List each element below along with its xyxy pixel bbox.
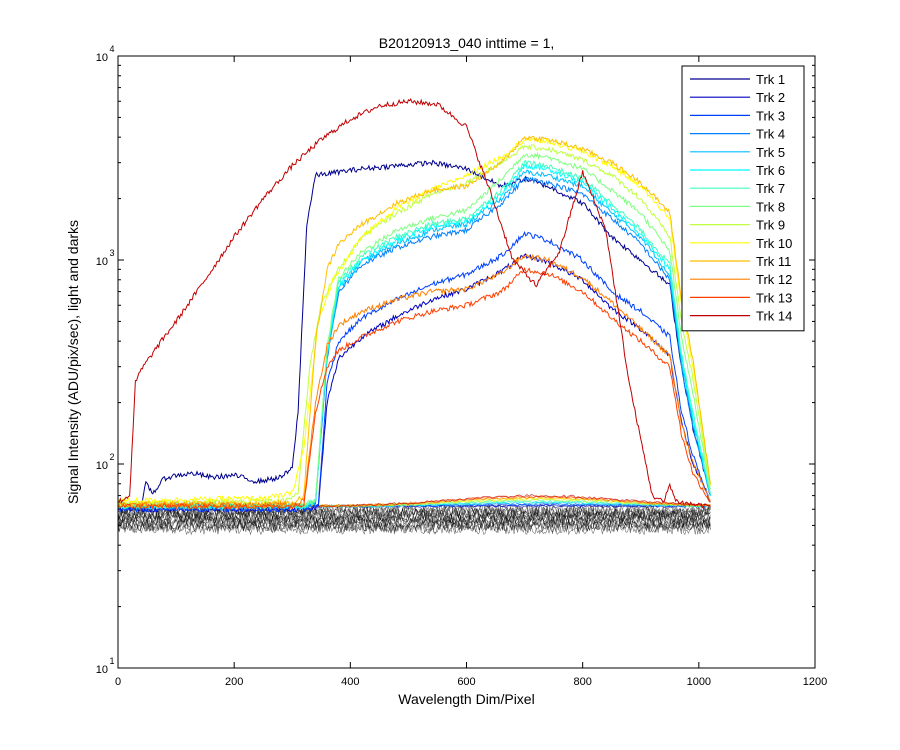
x-tick-label: 0 [115, 676, 121, 688]
legend-label: Trk 10 [756, 236, 792, 251]
chart-title: B20120913_040 inttime = 1, [379, 35, 555, 51]
dark-trace [117, 510, 711, 523]
series-line-trk-3 [117, 230, 711, 514]
y-tick-label: 10 [96, 256, 108, 268]
legend-label: Trk 3 [756, 108, 785, 123]
legend-label: Trk 4 [756, 127, 785, 142]
x-tick-labels: 0 200 400 600 800 1000 1200 [115, 676, 827, 688]
dark-trace [117, 522, 711, 536]
x-tick-label: 1000 [687, 676, 711, 688]
x-tick-label: 200 [225, 676, 243, 688]
series-line-trk-13 [117, 266, 711, 511]
y-tick-exponent: 2 [109, 452, 114, 462]
y-axis-label: Signal Intensity (ADU/pix/sec), light an… [65, 220, 81, 504]
legend: Trk 1 Trk 2 Trk 3 Trk 4 Trk 5 Trk 6 Trk 7 Trk 8… [681, 65, 805, 332]
legend-label: Trk 2 [756, 90, 785, 105]
legend-label: Trk 1 [756, 72, 785, 87]
x-tick-label: 1200 [803, 676, 827, 688]
x-axis-label: Wavelength Dim/Pixel [398, 691, 534, 707]
y-tick-label: 10 [96, 460, 108, 472]
x-tick-label: 800 [573, 676, 591, 688]
dark-trace [117, 513, 711, 526]
legend-label: Trk 9 [756, 218, 785, 233]
plot-frame [117, 55, 816, 669]
legend-label: Trk 12 [756, 272, 792, 287]
series-line-trk-1 [117, 159, 711, 512]
legend-label: Trk 13 [756, 290, 792, 305]
legend-label: Trk 8 [756, 199, 785, 214]
dark-trace [117, 504, 711, 517]
x-tick-label: 600 [457, 676, 475, 688]
y-tick-label: 10 [96, 52, 108, 64]
y-tick-exponent: 4 [109, 44, 114, 54]
legend-label: Trk 11 [756, 254, 791, 269]
y-tick-exponent: 3 [109, 248, 114, 258]
series-lines [117, 98, 711, 514]
legend-label: Trk 14 [756, 309, 792, 324]
legend-label: Trk 6 [756, 163, 785, 178]
series-line-trk-2 [117, 253, 711, 514]
series-line-trk-14 [117, 98, 711, 509]
legend-box [681, 65, 805, 332]
y-tick-exponent: 1 [109, 656, 114, 666]
legend-label: Trk 7 [756, 181, 785, 196]
y-tick-label: 10 [96, 664, 108, 676]
series-line-trk-9 [117, 143, 711, 508]
legend-label: Trk 5 [756, 145, 785, 160]
x-tick-label: 400 [341, 676, 359, 688]
series-line-trk-12 [117, 253, 711, 510]
